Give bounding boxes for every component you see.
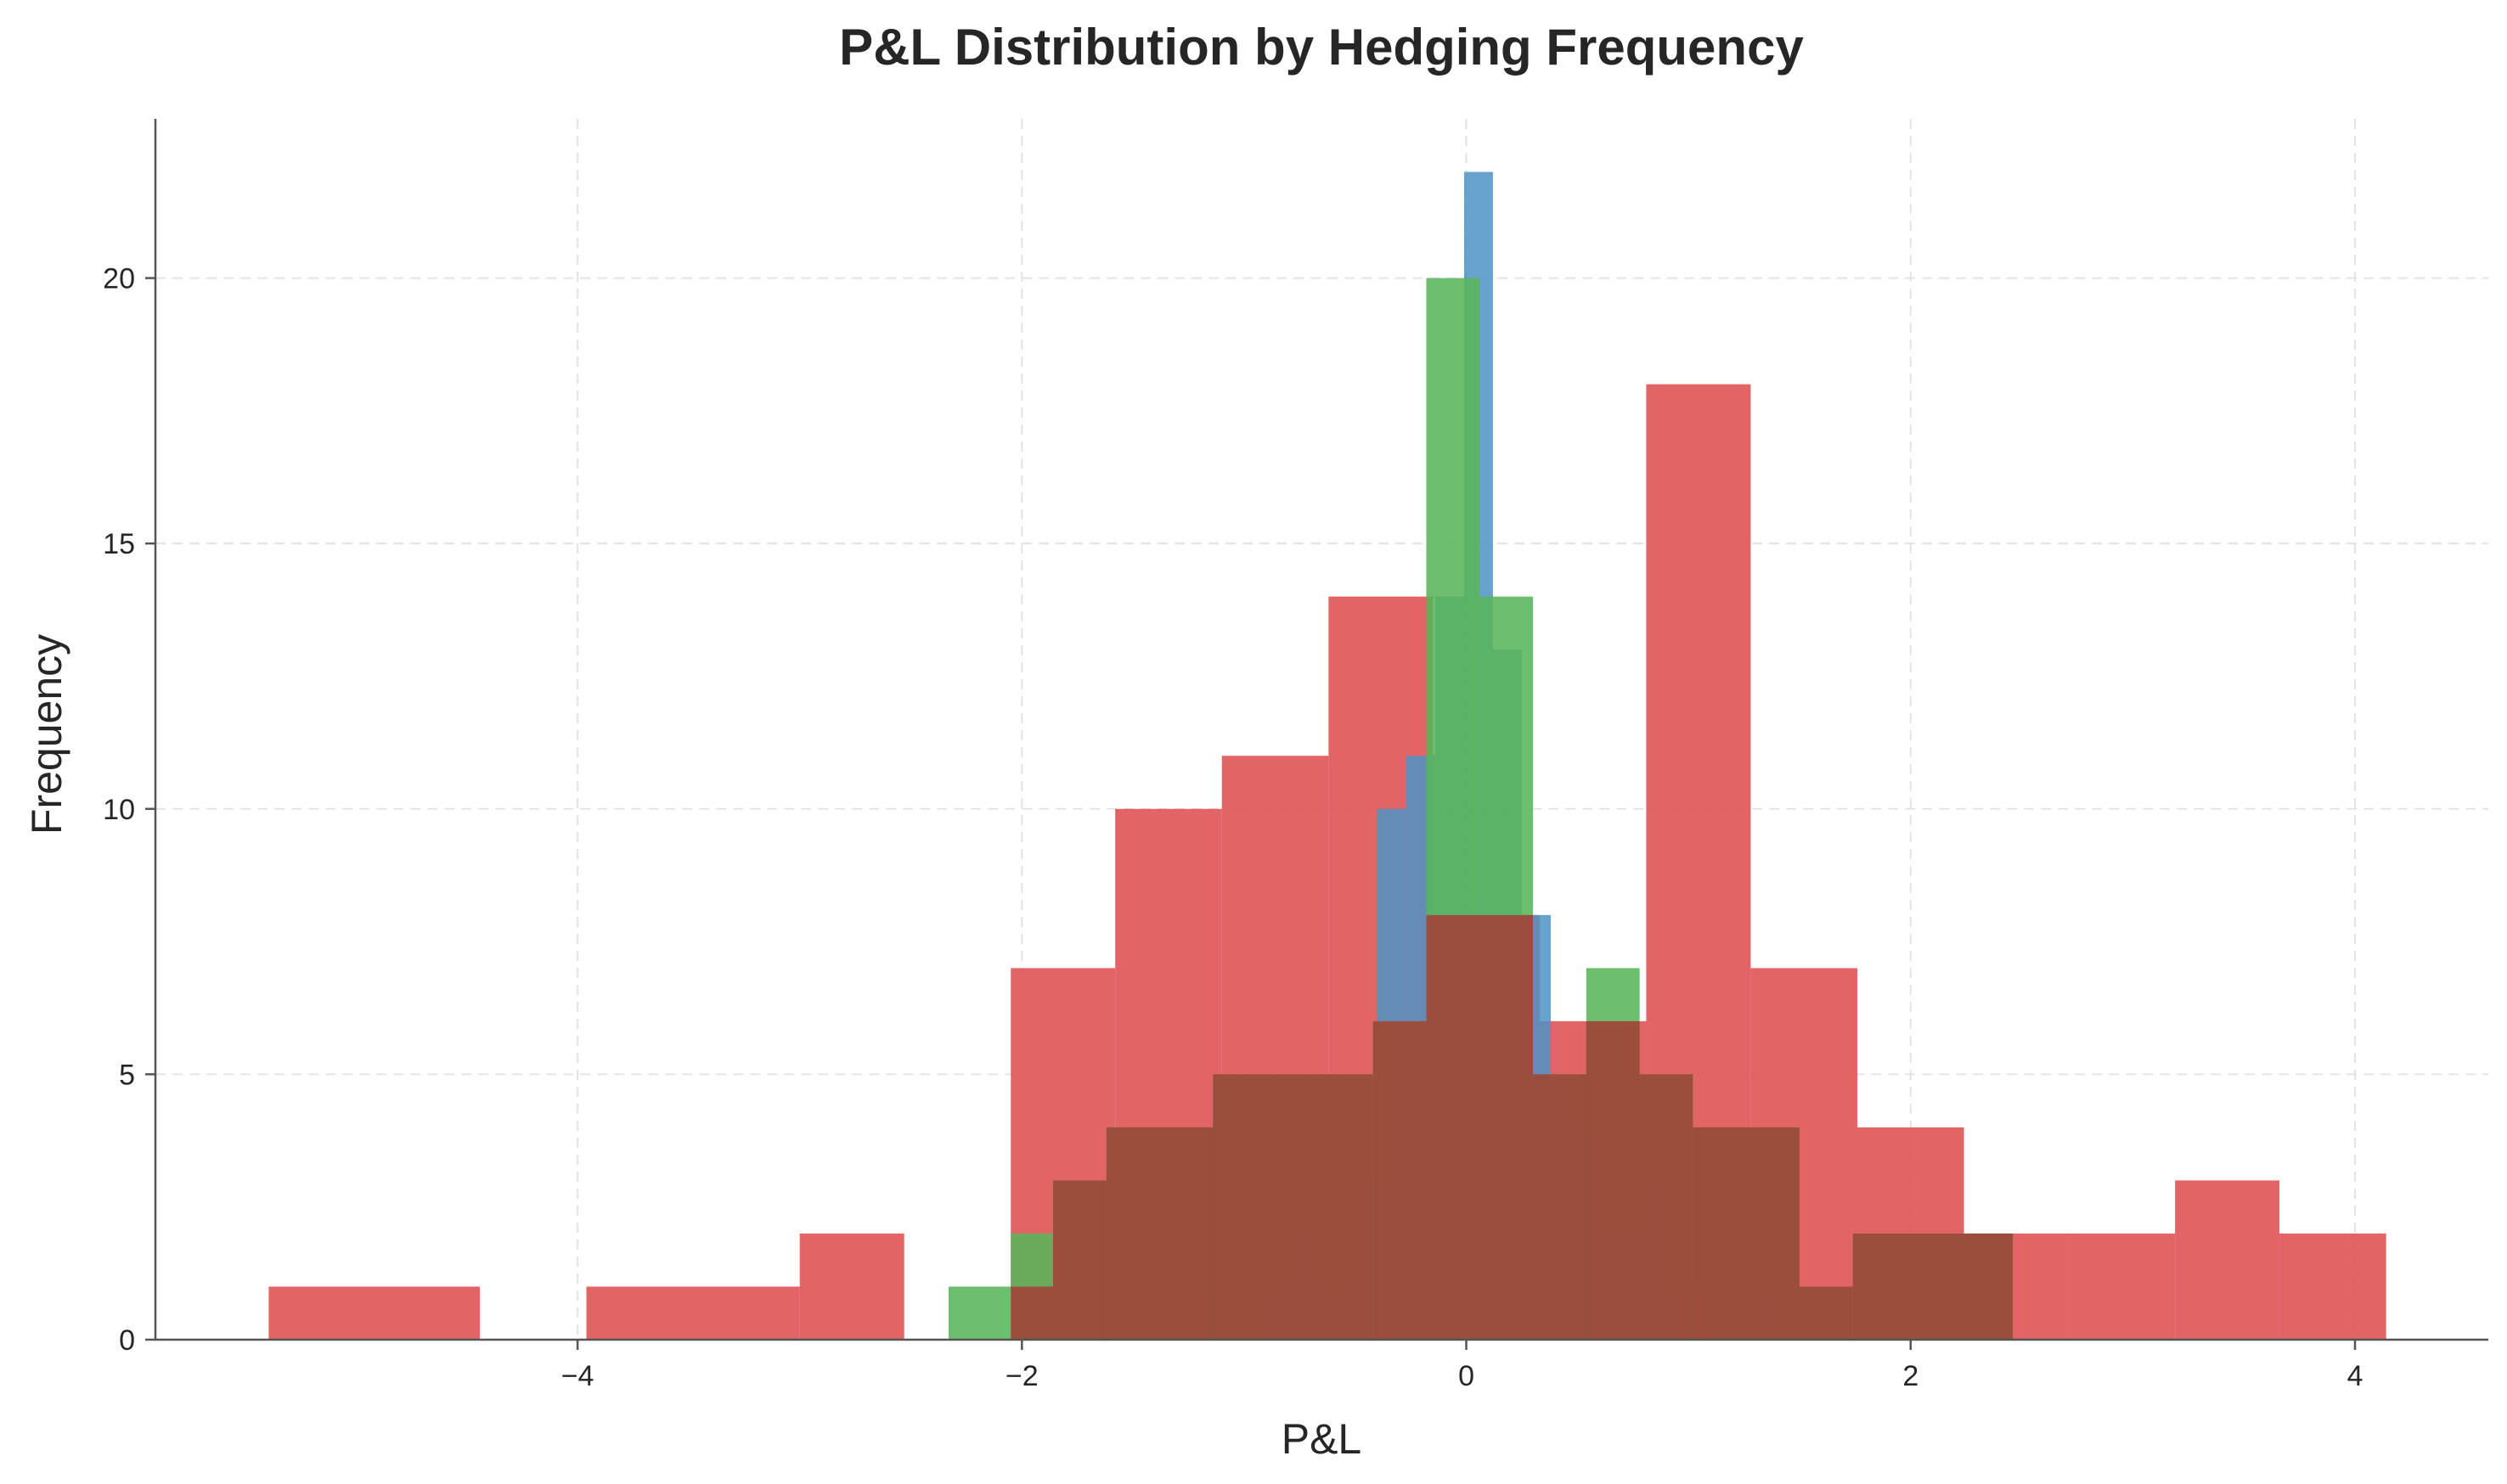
histogram-bar <box>1372 1020 1427 1340</box>
histogram-bar <box>586 1286 800 1340</box>
histogram-bar <box>1213 1074 1373 1340</box>
histogram-bar <box>1586 1020 1640 1340</box>
y-tick-label: 20 <box>103 263 135 295</box>
histogram-bar <box>1799 1286 1853 1340</box>
histogram-bar <box>1533 1074 1586 1340</box>
histogram-series-4 <box>1011 914 2014 1340</box>
x-tick-label: 2 <box>1902 1360 1918 1392</box>
x-tick-label: 0 <box>1458 1360 1474 1392</box>
chart-title: P&L Distribution by Hedging Frequency <box>839 19 1804 76</box>
histogram-bar <box>1693 1127 1800 1340</box>
histogram-bar <box>2068 1233 2176 1340</box>
histogram-bar <box>948 1286 1011 1340</box>
y-tick-label: 10 <box>103 794 135 826</box>
histogram-bar <box>1052 1180 1107 1340</box>
axes-layer: −4 −2 0 2 4 0 5 10 15 20 <box>103 119 2488 1392</box>
y-axis-label: Frequency <box>23 634 70 835</box>
grid-layer <box>155 119 2488 1340</box>
histogram-bar <box>1106 1127 1214 1340</box>
histogram-bar <box>1426 914 1534 1340</box>
x-tick-label: −2 <box>1006 1360 1039 1392</box>
histogram-bar <box>1011 1286 1053 1340</box>
histogram-bar <box>2175 1180 2280 1340</box>
histogram-bar <box>799 1233 904 1340</box>
bars-layer <box>268 171 2386 1341</box>
histogram-bar <box>268 1286 480 1340</box>
y-tick-label: 5 <box>119 1059 135 1091</box>
x-tick-label: 4 <box>2347 1360 2363 1392</box>
x-tick-label: −4 <box>561 1360 594 1392</box>
histogram-bar <box>1639 1074 1693 1340</box>
histogram-bar <box>1852 1233 2014 1340</box>
histogram-bar <box>2279 1233 2386 1340</box>
x-axis-label: P&L <box>1282 1415 1362 1463</box>
y-tick-label: 15 <box>103 528 135 560</box>
y-tick-label: 0 <box>119 1324 135 1357</box>
